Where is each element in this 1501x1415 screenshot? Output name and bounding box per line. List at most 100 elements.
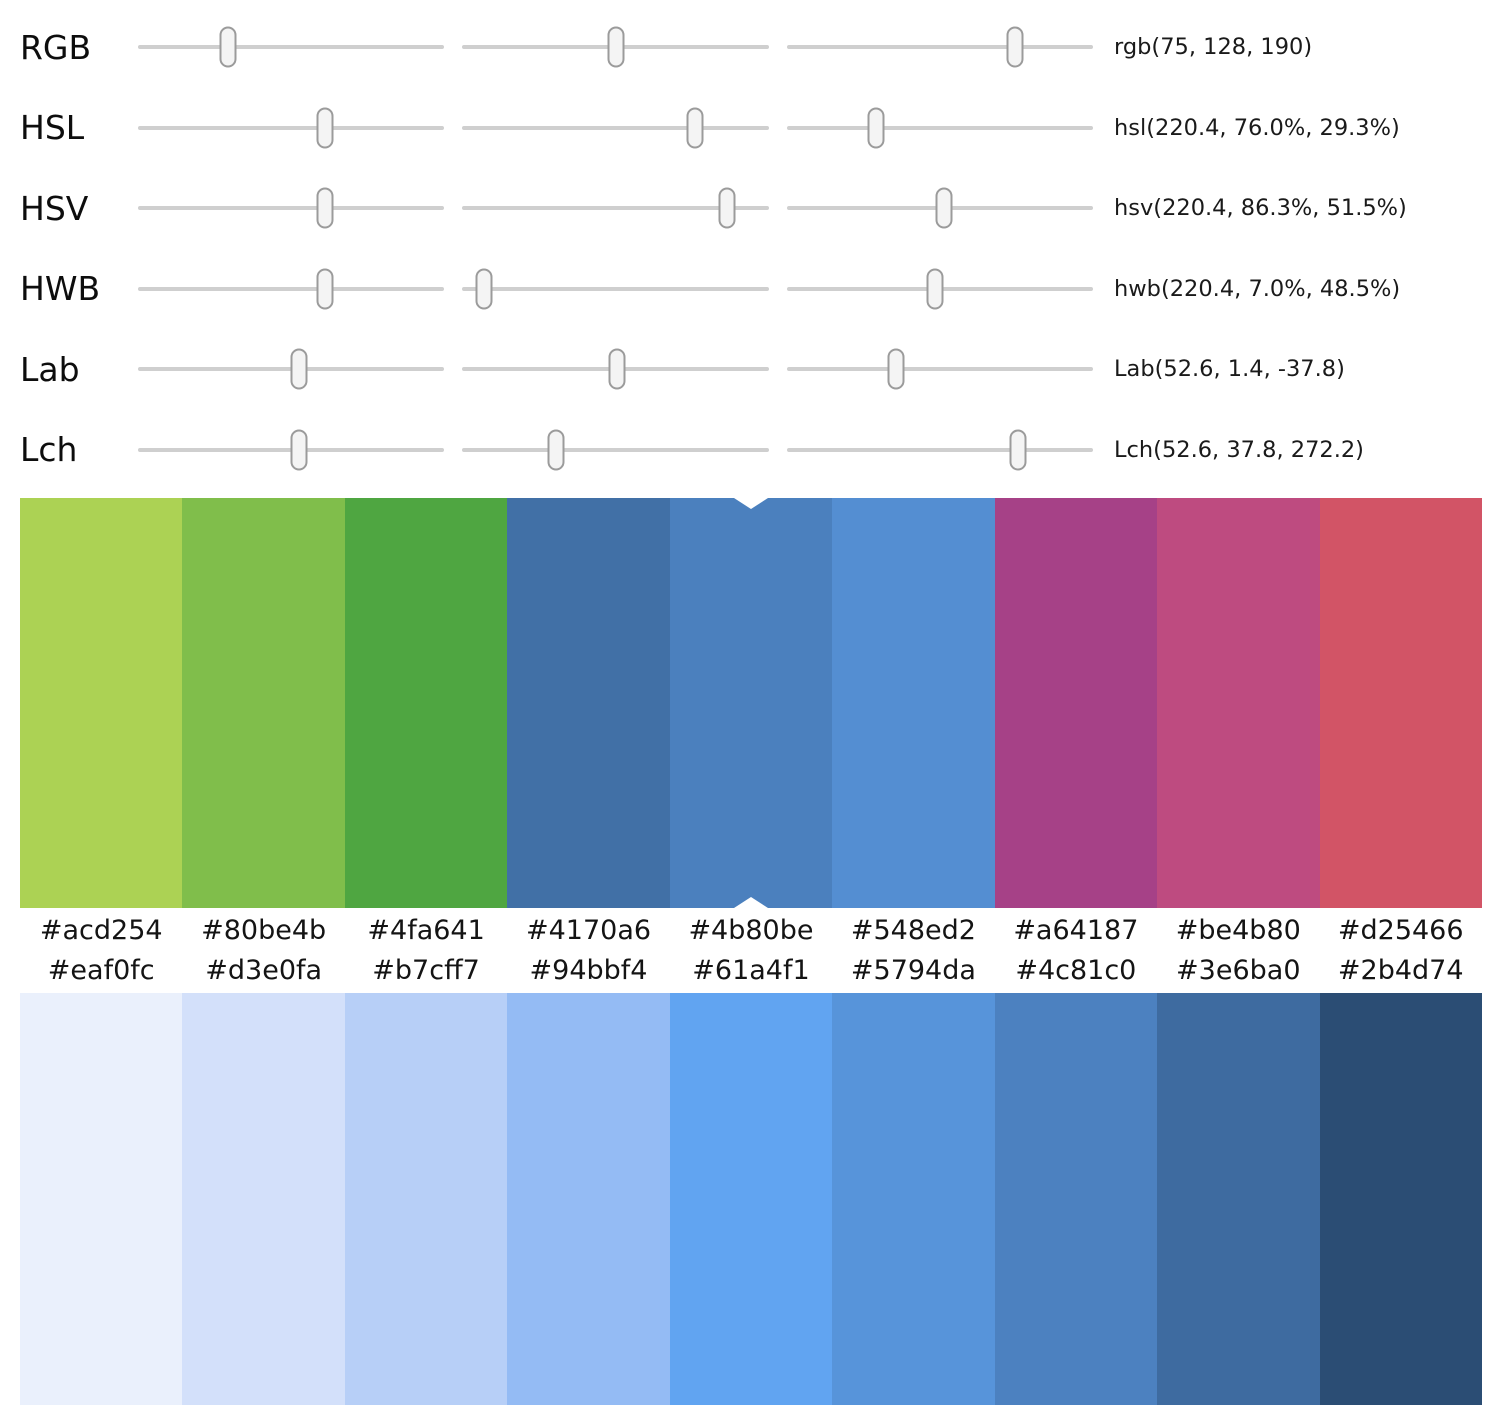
swatch-eaf0fc[interactable] xyxy=(20,993,183,1405)
lightness-palette xyxy=(20,993,1482,1405)
lch-lightness-slider-thumb[interactable] xyxy=(290,429,308,471)
lab-sliders xyxy=(138,348,1093,390)
selected-swatch-notch-top xyxy=(733,498,768,509)
hsv-saturation-slider[interactable] xyxy=(462,187,769,229)
hsl-value-text: hsl(220.4, 76.0%, 29.3%) xyxy=(1114,114,1400,141)
hex-label: #d3e0fa xyxy=(205,955,323,986)
hwb-sliders xyxy=(138,268,1093,310)
slider-section: RGB rgb(75, 128, 190) HSL hsl(220.4, 76.… xyxy=(0,0,1501,490)
hsl-lightness-slider-thumb[interactable] xyxy=(867,107,885,149)
slider-row-hsv: HSV hsv(220.4, 86.3%, 51.5%) xyxy=(0,168,1501,249)
lch-sliders xyxy=(138,429,1093,471)
hex-label: #2b4d74 xyxy=(1337,955,1464,986)
rgb-blue-slider[interactable] xyxy=(786,26,1093,68)
hsv-saturation-slider-thumb[interactable] xyxy=(718,187,736,229)
hsv-sliders xyxy=(138,187,1093,229)
hsv-hue-slider-thumb[interactable] xyxy=(316,187,334,229)
rgb-red-slider[interactable] xyxy=(138,26,445,68)
hwb-hue-slider-thumb[interactable] xyxy=(316,268,334,310)
hwb-whiteness-slider-thumb[interactable] xyxy=(475,268,493,310)
hsl-hue-slider[interactable] xyxy=(138,107,445,149)
hsv-value-slider-thumb[interactable] xyxy=(935,187,953,229)
slider-row-hwb: HWB hwb(220.4, 7.0%, 48.5%) xyxy=(0,249,1501,330)
rgb-green-slider-thumb[interactable] xyxy=(607,26,625,68)
swatch-be4b80[interactable] xyxy=(1157,498,1320,908)
swatch-a64187[interactable] xyxy=(994,498,1158,908)
lch-hue-slider[interactable] xyxy=(786,429,1093,471)
rgb-sliders xyxy=(138,26,1093,68)
lch-value-text: Lch(52.6, 37.8, 272.2) xyxy=(1114,436,1364,463)
row-label-lab: Lab xyxy=(20,349,80,389)
hwb-hue-slider[interactable] xyxy=(138,268,445,310)
row-label-hsv: HSV xyxy=(20,188,89,228)
swatch-5794da[interactable] xyxy=(832,993,995,1405)
lab-value-text: Lab(52.6, 1.4, -37.8) xyxy=(1114,356,1345,383)
lch-chroma-slider[interactable] xyxy=(462,429,769,471)
swatch-94bbf4[interactable] xyxy=(507,993,670,1405)
lab-lightness-slider[interactable] xyxy=(138,348,445,390)
row-label-hwb: HWB xyxy=(20,269,101,309)
hsv-value-slider[interactable] xyxy=(786,187,1093,229)
rgb-green-slider[interactable] xyxy=(462,26,769,68)
swatch-80be4b[interactable] xyxy=(182,498,345,908)
hue-palette-labels: #acd254 #80be4b #4fa641 #4170a6 #4b80be … xyxy=(20,908,1482,954)
hsl-saturation-slider-thumb[interactable] xyxy=(686,107,704,149)
hex-label: #4b80be xyxy=(688,915,814,946)
swatch-61a4f1[interactable] xyxy=(669,993,833,1405)
slider-row-lch: Lch Lch(52.6, 37.8, 272.2) xyxy=(0,410,1501,491)
swatch-4170a6[interactable] xyxy=(507,498,670,908)
hex-label: #4fa641 xyxy=(367,915,485,946)
hwb-value-text: hwb(220.4, 7.0%, 48.5%) xyxy=(1114,275,1401,302)
hsl-sliders xyxy=(138,107,1093,149)
hex-label: #eaf0fc xyxy=(47,955,155,986)
hex-label: #4c81c0 xyxy=(1015,955,1137,986)
hex-label: #a64187 xyxy=(1013,915,1139,946)
selected-swatch-notch-bottom xyxy=(733,897,768,908)
swatch-4fa641[interactable] xyxy=(344,498,508,908)
row-label-lch: Lch xyxy=(20,430,78,470)
hex-label: #4170a6 xyxy=(526,915,652,946)
swatch-b7cff7[interactable] xyxy=(344,993,508,1405)
rgb-blue-slider-thumb[interactable] xyxy=(1006,26,1024,68)
hex-label: #d25466 xyxy=(1337,915,1464,946)
lab-lightness-slider-thumb[interactable] xyxy=(290,348,308,390)
swatch-acd254[interactable] xyxy=(20,498,183,908)
lch-chroma-slider-thumb[interactable] xyxy=(547,429,565,471)
lightness-palette-labels: #eaf0fc #d3e0fa #b7cff7 #94bbf4 #61a4f1 … xyxy=(20,954,1482,993)
swatch-548ed2[interactable] xyxy=(832,498,995,908)
swatch-4c81c0[interactable] xyxy=(994,993,1158,1405)
hex-label: #be4b80 xyxy=(1175,915,1301,946)
hwb-whiteness-slider[interactable] xyxy=(462,268,769,310)
lab-b-slider[interactable] xyxy=(786,348,1093,390)
row-label-rgb: RGB xyxy=(20,27,92,67)
slider-row-rgb: RGB rgb(75, 128, 190) xyxy=(0,7,1501,88)
lch-hue-slider-thumb[interactable] xyxy=(1009,429,1027,471)
rgb-red-slider-thumb[interactable] xyxy=(219,26,237,68)
hex-label: #80be4b xyxy=(201,915,327,946)
hex-label: #94bbf4 xyxy=(529,955,648,986)
swatch-2b4d74[interactable] xyxy=(1319,993,1482,1405)
hex-label: #548ed2 xyxy=(850,915,976,946)
slider-row-hsl: HSL hsl(220.4, 76.0%, 29.3%) xyxy=(0,88,1501,169)
lch-lightness-slider[interactable] xyxy=(138,429,445,471)
hsl-lightness-slider[interactable] xyxy=(786,107,1093,149)
hex-label: #61a4f1 xyxy=(692,955,810,986)
hex-label: #3e6ba0 xyxy=(1176,955,1301,986)
swatch-3e6ba0[interactable] xyxy=(1157,993,1320,1405)
hsv-hue-slider[interactable] xyxy=(138,187,445,229)
hsl-hue-slider-thumb[interactable] xyxy=(316,107,334,149)
hsl-saturation-slider[interactable] xyxy=(462,107,769,149)
swatch-4b80be-selected[interactable] xyxy=(669,498,833,908)
hwb-blackness-slider[interactable] xyxy=(786,268,1093,310)
hwb-blackness-slider-thumb[interactable] xyxy=(926,268,944,310)
hex-label: #5794da xyxy=(850,955,976,986)
row-label-hsl: HSL xyxy=(20,108,85,148)
lab-a-slider-thumb[interactable] xyxy=(608,348,626,390)
swatch-d3e0fa[interactable] xyxy=(182,993,345,1405)
hex-label: #b7cff7 xyxy=(372,955,480,986)
lab-a-slider[interactable] xyxy=(462,348,769,390)
swatch-d25466[interactable] xyxy=(1319,498,1482,908)
lab-b-slider-thumb[interactable] xyxy=(887,348,905,390)
hue-palette xyxy=(20,498,1482,908)
